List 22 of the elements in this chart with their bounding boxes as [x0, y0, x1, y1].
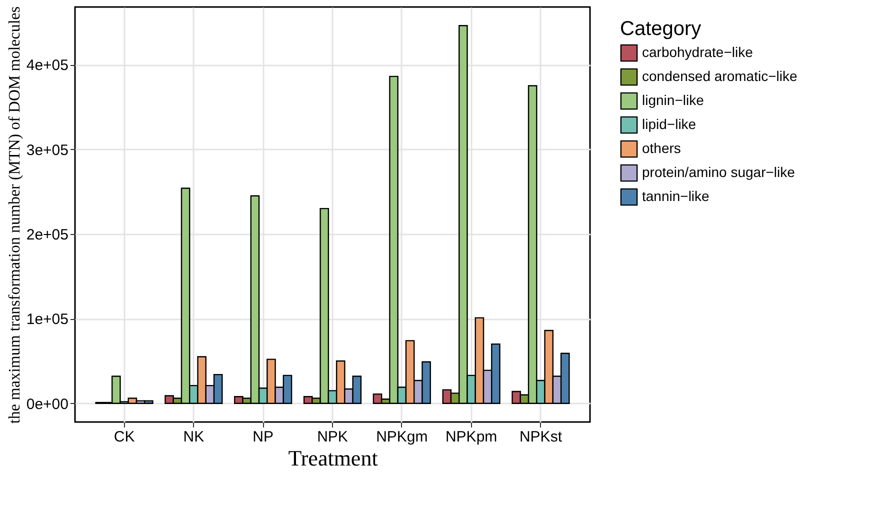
x-axis-title: Treatment — [288, 446, 378, 470]
x-tick-label: NP — [252, 428, 274, 446]
legend-label: protein/amino sugar−like — [642, 164, 796, 180]
legend-label: others — [642, 140, 681, 156]
x-tick-label: NK — [183, 428, 204, 446]
y-tick-label: 0e+00 — [26, 396, 68, 413]
legend-label: tannin−like — [642, 188, 710, 204]
y-axis-title: the maximum transformation number (MTN) of DOM molecules — [6, 6, 24, 424]
legend-title: Category — [620, 18, 702, 40]
legend-label: lignin−like — [642, 92, 704, 108]
x-tick-label: CK — [114, 428, 135, 446]
x-tick-label: NPKgm — [376, 428, 428, 446]
x-tick-label: NPK — [317, 428, 348, 446]
y-tick-label: 1e+05 — [26, 311, 68, 328]
legend-label: carbohydrate−like — [642, 44, 754, 60]
legend-label: condensed aromatic−like — [642, 68, 798, 84]
x-tick-label: NPKst — [519, 428, 563, 446]
legend-label: lipid−like — [642, 116, 696, 132]
y-tick-label: 2e+05 — [26, 226, 68, 244]
x-tick-label: NPKpm — [445, 428, 498, 446]
y-tick-label: 4e+05 — [26, 57, 68, 74]
y-tick-label: 3e+05 — [26, 142, 68, 159]
